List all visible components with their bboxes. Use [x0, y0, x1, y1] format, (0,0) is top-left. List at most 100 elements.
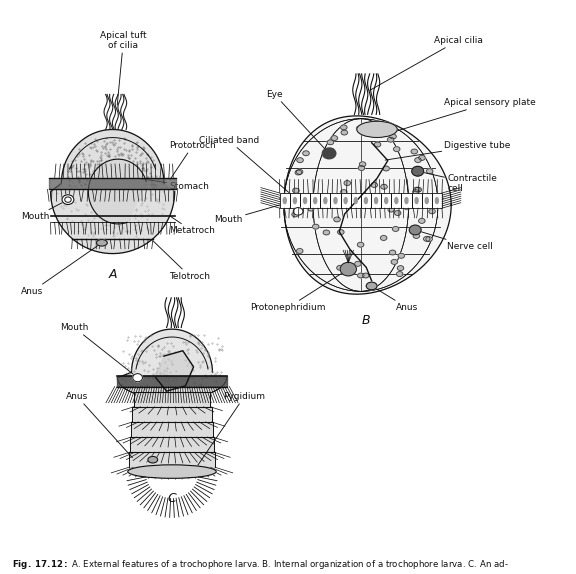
Polygon shape — [118, 376, 226, 386]
Text: Digestive tube: Digestive tube — [385, 141, 511, 160]
Text: A: A — [108, 268, 117, 281]
Ellipse shape — [358, 273, 364, 278]
Ellipse shape — [362, 273, 369, 278]
Ellipse shape — [371, 183, 377, 188]
Ellipse shape — [295, 170, 302, 175]
Ellipse shape — [293, 197, 297, 204]
Ellipse shape — [380, 235, 387, 241]
Text: Prototroch: Prototroch — [169, 141, 216, 180]
Bar — [411, 193, 422, 208]
Text: B: B — [362, 314, 370, 327]
Ellipse shape — [393, 147, 400, 152]
Polygon shape — [129, 452, 215, 467]
Ellipse shape — [415, 197, 418, 204]
Ellipse shape — [383, 166, 389, 171]
Polygon shape — [131, 422, 213, 437]
Text: Mouth: Mouth — [60, 323, 135, 376]
Text: Eye: Eye — [266, 90, 327, 152]
Ellipse shape — [314, 197, 317, 204]
Ellipse shape — [374, 197, 378, 204]
Ellipse shape — [297, 201, 304, 205]
Ellipse shape — [323, 148, 336, 159]
Ellipse shape — [341, 130, 347, 135]
Ellipse shape — [297, 169, 303, 174]
Text: Anus: Anus — [374, 288, 418, 312]
Ellipse shape — [419, 219, 425, 223]
Polygon shape — [134, 391, 210, 407]
Polygon shape — [130, 437, 214, 452]
Ellipse shape — [331, 135, 338, 141]
Ellipse shape — [357, 126, 363, 131]
Polygon shape — [88, 159, 146, 224]
Bar — [340, 193, 351, 208]
Text: Protonephridium: Protonephridium — [250, 270, 346, 312]
Ellipse shape — [292, 212, 298, 217]
Text: Mouth: Mouth — [214, 200, 295, 224]
Ellipse shape — [132, 374, 142, 382]
Text: Nerve cell: Nerve cell — [418, 231, 493, 251]
Ellipse shape — [425, 197, 429, 204]
Ellipse shape — [381, 184, 387, 189]
Bar — [361, 193, 371, 208]
Ellipse shape — [411, 149, 418, 154]
Ellipse shape — [389, 250, 396, 255]
Ellipse shape — [426, 169, 433, 173]
Polygon shape — [118, 329, 226, 400]
Text: Ciliated band: Ciliated band — [199, 136, 296, 199]
Ellipse shape — [374, 142, 381, 147]
Bar — [290, 193, 300, 208]
Text: Apical cilia: Apical cilia — [370, 36, 483, 90]
Ellipse shape — [395, 197, 398, 204]
Polygon shape — [50, 177, 176, 189]
Bar — [401, 193, 411, 208]
Ellipse shape — [357, 121, 397, 137]
Ellipse shape — [404, 205, 410, 210]
Ellipse shape — [338, 230, 344, 235]
Ellipse shape — [397, 266, 404, 270]
Text: Pygidium: Pygidium — [195, 392, 266, 470]
Ellipse shape — [128, 465, 216, 478]
Ellipse shape — [323, 194, 329, 199]
Ellipse shape — [306, 200, 312, 205]
Ellipse shape — [323, 230, 329, 235]
Ellipse shape — [297, 208, 304, 214]
Ellipse shape — [337, 265, 343, 270]
Ellipse shape — [410, 225, 421, 235]
Ellipse shape — [354, 197, 357, 204]
Ellipse shape — [405, 197, 408, 204]
Ellipse shape — [334, 217, 340, 222]
Bar — [351, 193, 361, 208]
Text: Anus: Anus — [66, 392, 132, 457]
Ellipse shape — [391, 259, 397, 265]
Bar — [280, 193, 290, 208]
Text: C: C — [168, 492, 176, 505]
Bar — [391, 193, 401, 208]
Text: Stomach: Stomach — [139, 179, 209, 191]
Bar — [422, 193, 432, 208]
Ellipse shape — [365, 197, 367, 204]
Ellipse shape — [415, 158, 421, 162]
Text: Telotroch: Telotroch — [153, 241, 210, 281]
Ellipse shape — [340, 125, 347, 130]
Bar — [300, 193, 310, 208]
Ellipse shape — [366, 282, 377, 290]
Ellipse shape — [398, 253, 404, 258]
Ellipse shape — [412, 166, 423, 176]
Ellipse shape — [297, 249, 303, 253]
Ellipse shape — [388, 137, 394, 142]
Ellipse shape — [324, 197, 327, 204]
Text: Mouth: Mouth — [21, 201, 66, 222]
Ellipse shape — [148, 456, 158, 463]
Text: Apical tuft
of cilia: Apical tuft of cilia — [100, 31, 147, 105]
Ellipse shape — [62, 195, 74, 204]
Ellipse shape — [390, 134, 396, 139]
Text: Apical sensory plate: Apical sensory plate — [396, 98, 536, 131]
Ellipse shape — [293, 208, 303, 215]
Ellipse shape — [414, 187, 420, 192]
Ellipse shape — [396, 272, 403, 277]
Ellipse shape — [293, 188, 299, 193]
Ellipse shape — [304, 197, 306, 204]
Ellipse shape — [404, 195, 411, 200]
Ellipse shape — [340, 189, 347, 195]
Ellipse shape — [370, 132, 377, 137]
